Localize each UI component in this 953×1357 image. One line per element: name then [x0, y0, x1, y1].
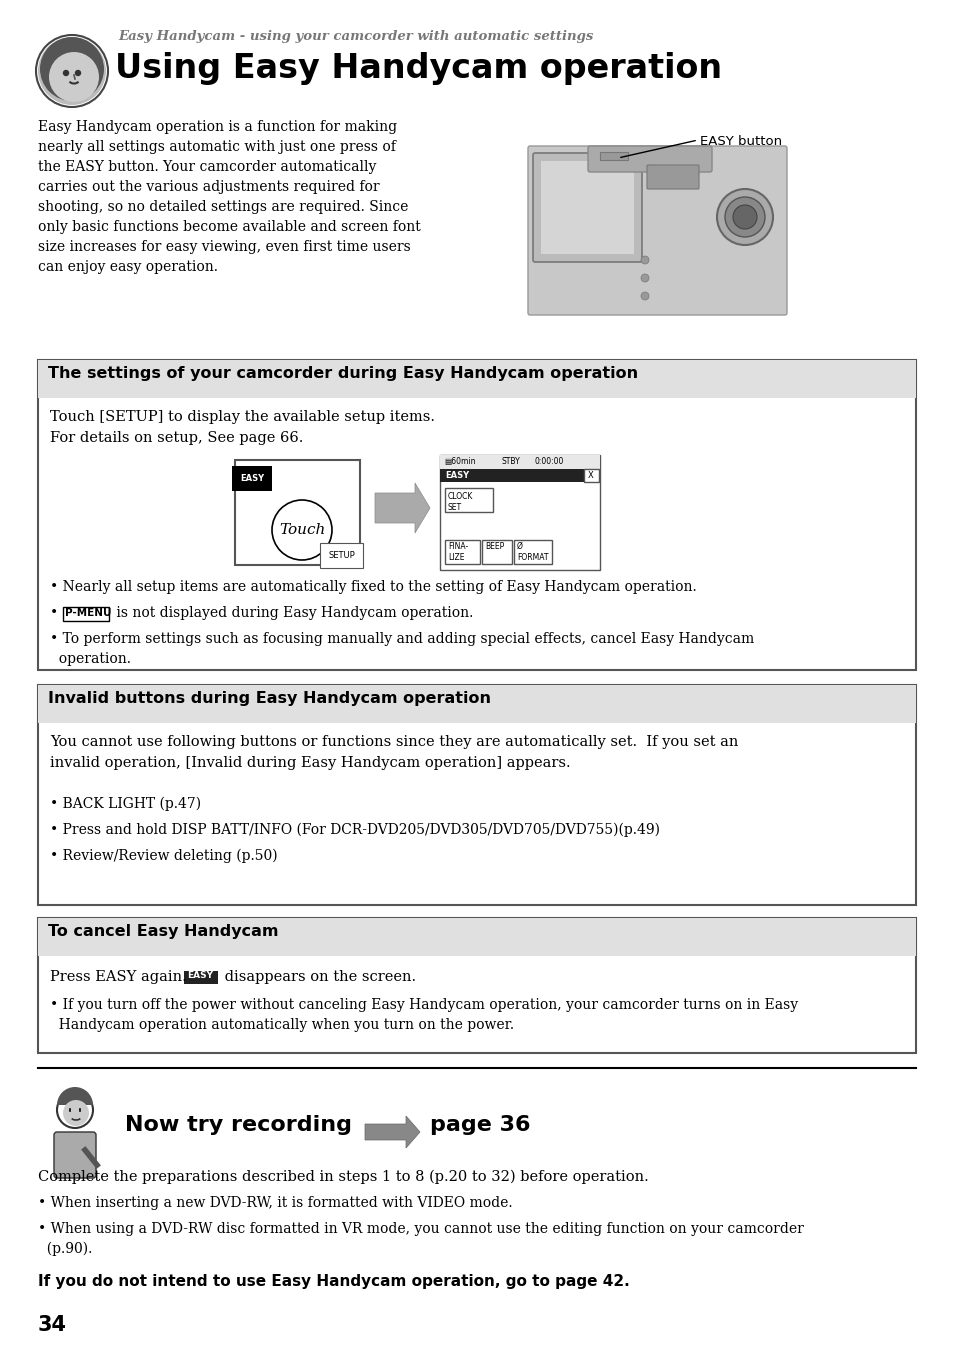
Text: CLOCK
SET: CLOCK SET	[448, 493, 473, 512]
Bar	[444, 540, 479, 565]
Text: Using Easy Handycam operation: Using Easy Handycam operation	[115, 52, 721, 85]
Text: X: X	[587, 471, 594, 480]
Text: EASY button: EASY button	[700, 134, 781, 148]
Text: Press EASY again.: Press EASY again.	[50, 970, 192, 984]
Circle shape	[272, 499, 332, 560]
Text: • Nearly all setup items are automatically fixed to the setting of Easy Handycam: • Nearly all setup items are automatical…	[50, 579, 696, 594]
Bar	[184, 972, 218, 984]
Text: Ø
FORMAT: Ø FORMAT	[517, 541, 548, 562]
Text: • Review/Review deleting (p.50): • Review/Review deleting (p.50)	[50, 849, 277, 863]
Text: Touch: Touch	[278, 522, 325, 537]
Text: • If you turn off the power without canceling Easy Handycam operation, your camc: • If you turn off the power without canc…	[50, 997, 798, 1031]
Text: P-MENU: P-MENU	[65, 608, 112, 617]
Circle shape	[717, 189, 772, 246]
FancyBboxPatch shape	[54, 1132, 96, 1178]
Text: ▤60min: ▤60min	[443, 457, 475, 465]
Bar	[38, 917, 915, 955]
Bar	[481, 540, 512, 565]
Text: • BACK LIGHT (p.47): • BACK LIGHT (p.47)	[50, 797, 201, 811]
Text: STBY: STBY	[501, 457, 520, 465]
Text: Touch [SETUP] to display the available setup items.
For details on setup, See pa: Touch [SETUP] to display the available s…	[50, 410, 435, 445]
Text: Easy Handycam operation is a function for making
nearly all settings automatic w: Easy Handycam operation is a function fo…	[38, 119, 420, 274]
Circle shape	[640, 256, 648, 265]
Text: •: •	[50, 607, 63, 620]
Text: Easy Handycam - using your camcorder with automatic settings: Easy Handycam - using your camcorder wit…	[118, 30, 593, 43]
Text: EASY: EASY	[444, 471, 469, 480]
Circle shape	[36, 35, 108, 107]
FancyBboxPatch shape	[527, 147, 786, 315]
Circle shape	[63, 1101, 89, 1126]
Bar	[234, 460, 359, 565]
FancyBboxPatch shape	[533, 153, 641, 262]
Circle shape	[640, 274, 648, 282]
Text: is not displayed during Easy Handycam operation.: is not displayed during Easy Handycam op…	[112, 607, 473, 620]
Text: FINA-
LIZE: FINA- LIZE	[448, 541, 468, 562]
Bar	[439, 455, 599, 570]
Text: • To perform settings such as focusing manually and adding special effects, canc: • To perform settings such as focusing m…	[50, 632, 754, 665]
Circle shape	[38, 37, 106, 104]
Circle shape	[724, 197, 764, 237]
Wedge shape	[57, 1087, 92, 1105]
Circle shape	[64, 71, 69, 76]
Bar	[38, 917, 915, 1053]
Text: page 36: page 36	[430, 1115, 530, 1134]
Bar	[38, 360, 915, 398]
Text: • When using a DVD-RW disc formatted in VR mode, you cannot use the editing func: • When using a DVD-RW disc formatted in …	[38, 1223, 803, 1257]
Text: To cancel Easy Handycam: To cancel Easy Handycam	[48, 924, 278, 939]
Bar	[439, 455, 599, 470]
Text: EASY: EASY	[240, 474, 264, 483]
Text: SETUP: SETUP	[328, 551, 355, 560]
Bar	[599, 152, 627, 160]
Bar	[38, 685, 915, 723]
Circle shape	[49, 52, 99, 102]
Circle shape	[75, 71, 80, 76]
Bar	[38, 685, 915, 905]
Bar	[38, 360, 915, 670]
Text: EASY: EASY	[240, 474, 264, 483]
Text: disappears on the screen.: disappears on the screen.	[220, 970, 416, 984]
Bar	[439, 470, 599, 482]
Bar	[583, 470, 598, 482]
Text: • Press and hold DISP BATT/INFO (For DCR-DVD205/DVD305/DVD705/DVD755)(p.49): • Press and hold DISP BATT/INFO (For DCR…	[50, 822, 659, 837]
Bar	[514, 540, 552, 565]
Text: BEEP: BEEP	[484, 541, 504, 551]
Text: Complete the preparations described in steps 1 to 8 (p.20 to 32) before operatio: Complete the preparations described in s…	[38, 1170, 648, 1185]
Text: The settings of your camcorder during Easy Handycam operation: The settings of your camcorder during Ea…	[48, 366, 638, 381]
Circle shape	[732, 205, 757, 229]
Text: • When inserting a new DVD-RW, it is formatted with VIDEO mode.: • When inserting a new DVD-RW, it is for…	[38, 1196, 512, 1210]
Bar	[63, 607, 109, 622]
Text: You cannot use following buttons or functions since they are automatically set. : You cannot use following buttons or func…	[50, 735, 738, 769]
Polygon shape	[375, 483, 430, 533]
FancyBboxPatch shape	[587, 147, 711, 172]
Text: 34: 34	[38, 1315, 67, 1335]
Text: 0:00:00: 0:00:00	[535, 457, 564, 465]
Text: Now try recording: Now try recording	[125, 1115, 352, 1134]
Circle shape	[640, 292, 648, 300]
Text: Invalid buttons during Easy Handycam operation: Invalid buttons during Easy Handycam ope…	[48, 691, 491, 706]
FancyBboxPatch shape	[646, 166, 699, 189]
Circle shape	[40, 37, 104, 100]
Polygon shape	[365, 1115, 419, 1148]
Text: EASY: EASY	[187, 972, 213, 980]
Bar	[444, 489, 493, 512]
Circle shape	[57, 1092, 92, 1128]
Text: If you do not intend to use Easy Handycam operation, go to page 42.: If you do not intend to use Easy Handyca…	[38, 1274, 629, 1289]
FancyBboxPatch shape	[540, 161, 634, 254]
